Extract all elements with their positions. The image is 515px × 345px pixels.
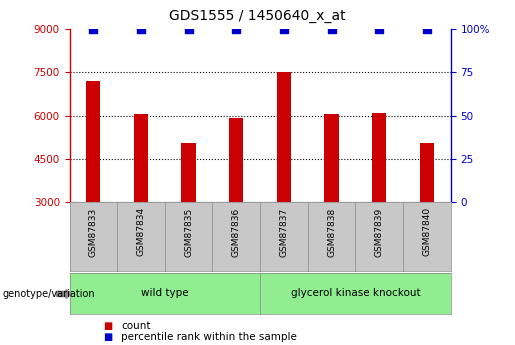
Text: glycerol kinase knockout: glycerol kinase knockout (290, 288, 420, 298)
Point (328, 27, 336, 32)
Bar (420, 143, 434, 202)
Text: count: count (121, 321, 150, 331)
Bar (372, 113, 386, 202)
Text: genotype/variation: genotype/variation (3, 289, 95, 299)
Bar (134, 114, 148, 202)
Bar (277, 72, 291, 202)
Text: GSM87833: GSM87833 (89, 207, 98, 257)
Point (137, 27, 145, 32)
Bar (86, 81, 100, 202)
Text: GSM87840: GSM87840 (422, 207, 431, 256)
Text: GSM87838: GSM87838 (327, 207, 336, 257)
Bar (324, 114, 339, 202)
Text: ■: ■ (103, 321, 112, 331)
Point (232, 27, 241, 32)
Text: percentile rank within the sample: percentile rank within the sample (121, 333, 297, 342)
Text: GSM87839: GSM87839 (375, 207, 384, 257)
Text: GSM87837: GSM87837 (280, 207, 288, 257)
Point (375, 27, 383, 32)
Bar (229, 118, 244, 202)
Text: GSM87836: GSM87836 (232, 207, 241, 257)
Point (280, 27, 288, 32)
Text: GDS1555 / 1450640_x_at: GDS1555 / 1450640_x_at (169, 9, 346, 23)
Text: ■: ■ (103, 333, 112, 342)
Text: GSM87834: GSM87834 (136, 207, 145, 256)
Point (423, 27, 431, 32)
Text: wild type: wild type (141, 288, 188, 298)
Bar (181, 143, 196, 202)
Text: GSM87835: GSM87835 (184, 207, 193, 257)
Point (89, 27, 97, 32)
Point (184, 27, 193, 32)
